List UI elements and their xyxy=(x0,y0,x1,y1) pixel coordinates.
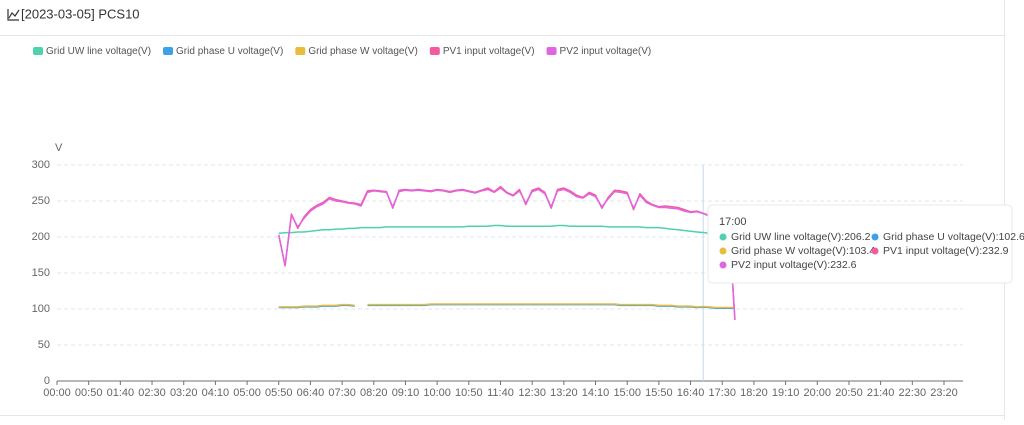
tooltip-dot xyxy=(719,233,727,241)
tooltip-dot xyxy=(719,247,727,255)
y-tick-label: 200 xyxy=(32,231,50,243)
y-tick-label: 50 xyxy=(38,339,50,351)
x-tick-label: 19:10 xyxy=(772,387,800,399)
series-line xyxy=(278,303,735,309)
x-tick-label: 18:20 xyxy=(740,387,768,399)
legend-swatch xyxy=(163,47,174,55)
legend-label: Grid phase U voltage(V) xyxy=(176,46,283,57)
series-line xyxy=(278,224,735,236)
x-tick-label: 12:30 xyxy=(518,387,546,399)
x-tick-label: 10:50 xyxy=(455,387,483,399)
tooltip-dot xyxy=(719,261,727,269)
x-tick-label: 07:30 xyxy=(328,387,356,399)
x-tick-label: 09:10 xyxy=(392,387,420,399)
x-tick-label: 11:40 xyxy=(487,387,514,399)
chart-title: [2023-03-05] PCS10 xyxy=(21,6,140,21)
x-tick-label: 16:40 xyxy=(677,387,705,399)
chart-icon xyxy=(7,9,20,21)
tooltip-dot xyxy=(871,247,879,255)
series-line xyxy=(278,185,736,320)
legend-label: Grid UW line voltage(V) xyxy=(46,46,151,57)
x-tick-label: 00:00 xyxy=(43,387,71,399)
x-tick-label: 05:00 xyxy=(233,387,261,399)
legend-swatch xyxy=(429,47,440,55)
x-tick-label: 15:00 xyxy=(613,387,641,399)
tooltip-item: Grid phase U voltage(V):102.6 xyxy=(883,231,1024,243)
legend-label: Grid phase W voltage(V) xyxy=(308,46,418,57)
x-tick-label: 21:40 xyxy=(867,387,895,399)
series-line xyxy=(278,187,736,320)
tooltip-item: Grid phase W voltage(V):103.4 xyxy=(731,245,875,257)
x-tick-label: 22:30 xyxy=(899,387,927,399)
y-tick-label: 300 xyxy=(32,159,50,171)
tooltip-dot xyxy=(871,233,879,241)
x-tick-label: 03:20 xyxy=(170,387,198,399)
x-tick-label: 08:20 xyxy=(360,387,388,399)
tooltip-item: Grid UW line voltage(V):206.2 xyxy=(731,231,871,243)
x-tick-label: 02:30 xyxy=(138,387,166,399)
legend-swatch xyxy=(295,47,306,55)
x-tick-label: 15:50 xyxy=(645,387,673,399)
x-tick-label: 10:00 xyxy=(423,387,451,399)
x-tick-label: 01:40 xyxy=(107,387,135,399)
y-tick-label: 250 xyxy=(32,195,50,207)
x-tick-label: 17:30 xyxy=(708,387,736,399)
legend-swatch xyxy=(33,47,43,55)
legend-label: PV2 input voltage(V) xyxy=(560,46,652,57)
y-axis-label: V xyxy=(55,142,63,154)
y-tick-label: 150 xyxy=(32,267,50,279)
tooltip-box xyxy=(707,204,1013,284)
x-tick-label: 14:10 xyxy=(582,387,610,399)
x-tick-label: 06:40 xyxy=(297,387,325,399)
legend-label: PV1 input voltage(V) xyxy=(443,46,535,57)
tooltip-item: PV1 input voltage(V):232.9 xyxy=(883,245,1009,257)
x-tick-label: 20:50 xyxy=(835,387,863,399)
x-tick-label: 13:20 xyxy=(550,387,578,399)
tooltip-item: PV2 input voltage(V):232.6 xyxy=(731,259,857,271)
y-tick-label: 100 xyxy=(32,303,50,315)
legend-swatch xyxy=(546,47,557,55)
x-tick-label: 20:00 xyxy=(804,387,832,399)
x-tick-label: 04:10 xyxy=(202,387,230,399)
x-tick-label: 23:20 xyxy=(930,387,958,399)
tooltip-title: 17:00 xyxy=(719,216,747,228)
x-tick-label: 05:50 xyxy=(265,387,293,399)
tooltip: 17:00 Grid UW line voltage(V):206.2 Grid p… xyxy=(707,204,1024,284)
x-tick-label: 00:50 xyxy=(75,387,103,399)
y-tick-label: 0 xyxy=(44,375,50,387)
